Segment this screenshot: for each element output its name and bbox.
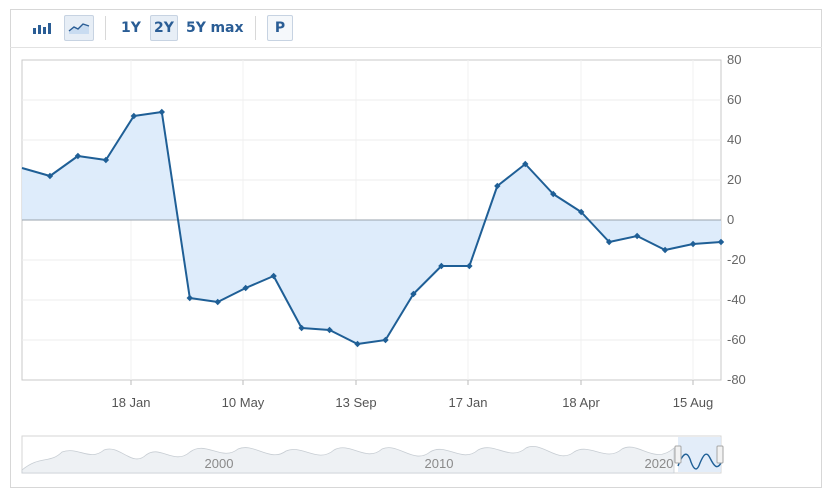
data-point (633, 232, 641, 240)
toolbar-divider (105, 16, 106, 40)
data-point (214, 298, 221, 306)
data-point (550, 190, 557, 198)
period-button[interactable]: P (267, 15, 293, 41)
x-tick-label: 17 Jan (448, 395, 487, 410)
data-point (661, 246, 669, 254)
navigator-year-label: 2000 (205, 456, 234, 471)
line-chart-icon[interactable] (64, 15, 94, 41)
data-point (102, 156, 110, 164)
navigator-selected-series (677, 453, 722, 470)
y-tick-label: -40 (727, 292, 746, 307)
data-point (242, 284, 249, 292)
series-markers (46, 108, 725, 348)
data-point (605, 238, 613, 246)
data-point (270, 272, 277, 280)
data-point (130, 112, 138, 120)
range-2y-button[interactable]: 2Y (150, 15, 178, 41)
bar-chart-icon[interactable] (28, 15, 56, 41)
y-tick-label: 0 (727, 212, 734, 227)
data-point (158, 108, 165, 116)
data-point (494, 182, 501, 190)
navigator-year-label: 2010 (425, 456, 454, 471)
data-point (466, 262, 473, 270)
data-point (186, 294, 193, 302)
y-tick-label: 40 (727, 132, 741, 147)
data-point (46, 172, 54, 180)
data-point (326, 326, 333, 334)
data-point (74, 152, 82, 160)
x-tick-label: 13 Sep (335, 395, 376, 410)
navigator-history-series (21, 446, 675, 474)
x-tick-label: 18 Apr (562, 395, 600, 410)
data-point (522, 160, 529, 168)
y-tick-label: -80 (727, 372, 746, 387)
y-tick-label: 80 (727, 52, 741, 67)
y-axis-labels: 80 60 40 20 0 -20 -40 -60 -80 (727, 52, 746, 387)
x-axis-labels: 18 Jan 10 May 13 Sep 17 Jan 18 Apr 15 Aug (111, 395, 713, 410)
navigator-left-handle[interactable] (674, 445, 682, 464)
range-max-button[interactable]: max (210, 20, 244, 36)
data-point (438, 262, 445, 270)
data-point (298, 324, 305, 332)
series-area-fill (22, 112, 721, 344)
series-line (21, 111, 722, 345)
data-point (578, 208, 585, 216)
x-tick-label: 15 Aug (673, 395, 714, 410)
data-point (382, 336, 389, 344)
navigator[interactable]: 2000 2010 2020 (21, 435, 724, 474)
toolbar-divider (255, 16, 256, 40)
y-tick-label: 20 (727, 172, 741, 187)
data-point (354, 340, 361, 348)
data-point (410, 290, 417, 298)
navigator-right-handle[interactable] (716, 445, 724, 464)
data-point (689, 240, 697, 248)
y-tick-label: 60 (727, 92, 741, 107)
x-tick-label: 10 May (222, 395, 265, 410)
chart-toolbar: 1Y 2Y 5Y max P (10, 9, 822, 48)
range-5y-button[interactable]: 5Y (186, 20, 206, 36)
navigator-year-label: 2020 (645, 456, 674, 471)
range-1y-button[interactable]: 1Y (121, 20, 141, 36)
data-point (717, 238, 725, 246)
y-tick-label: -20 (727, 252, 746, 267)
x-tick-label: 18 Jan (111, 395, 150, 410)
y-tick-label: -60 (727, 332, 746, 347)
